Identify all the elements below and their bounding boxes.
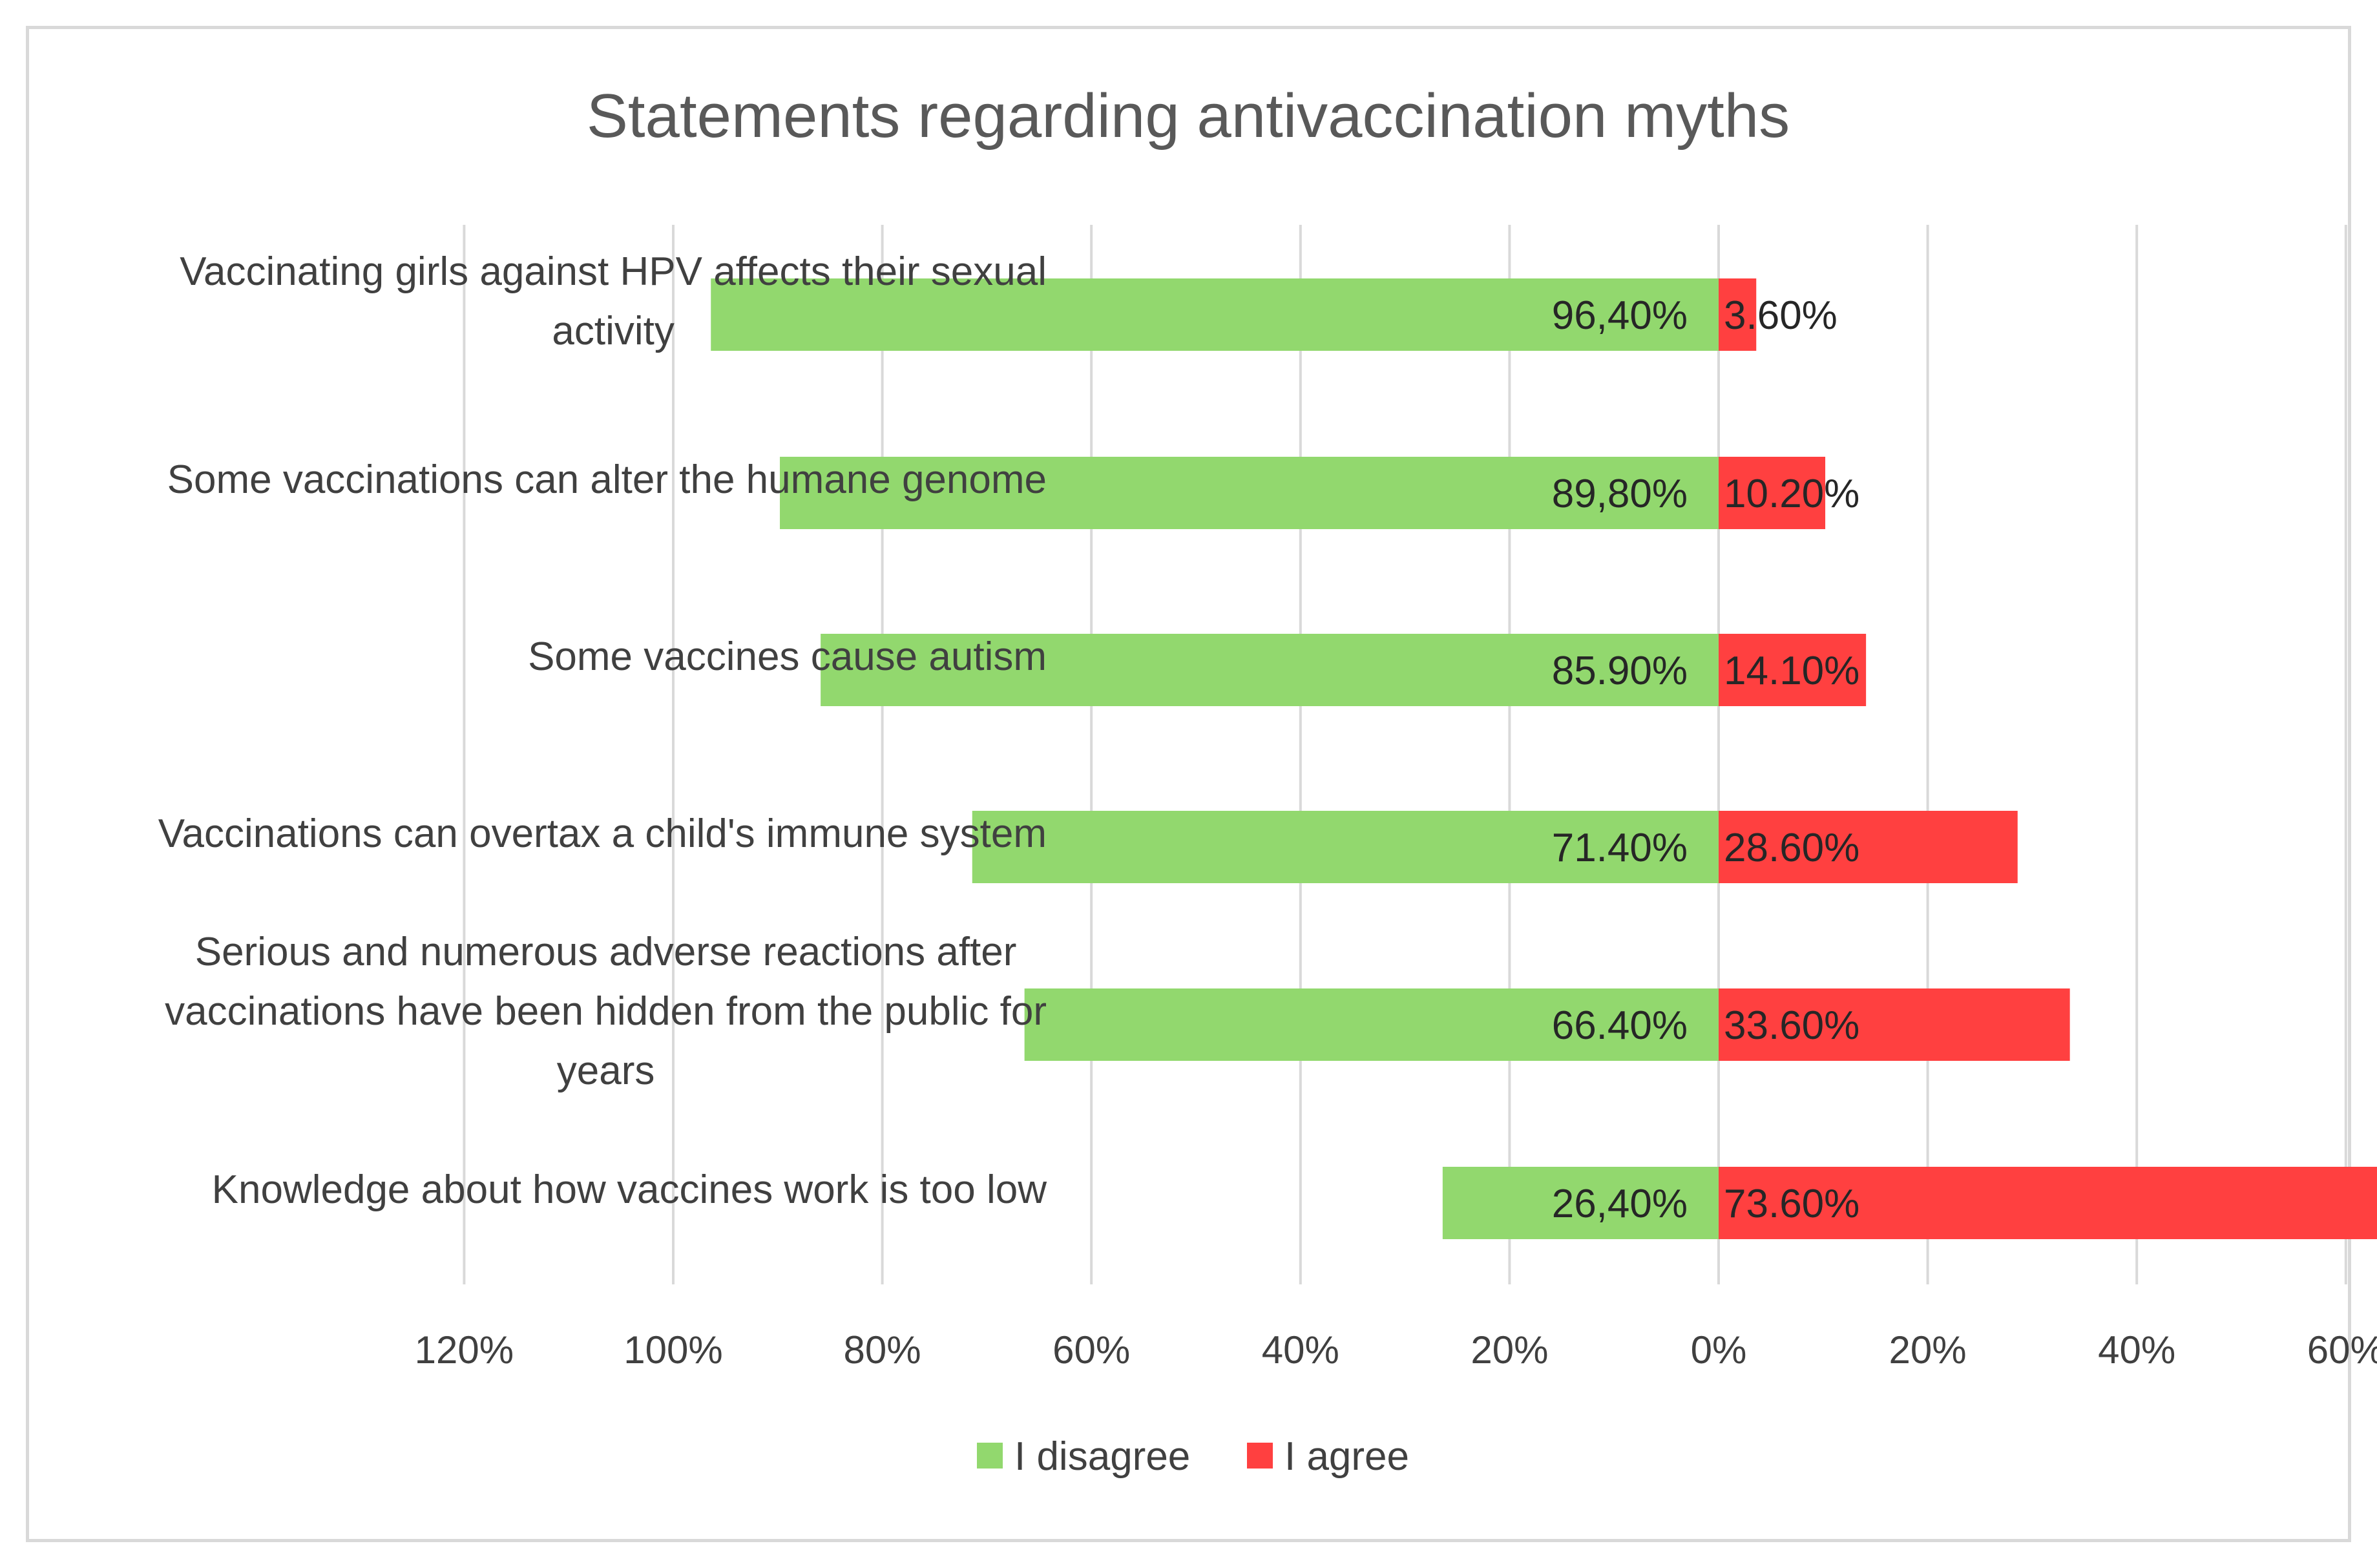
category-label: Vaccinations can overtax a child's immun… [158,811,1047,856]
data-label-agree: 28.60% [1724,826,1859,870]
legend-label: I agree [1284,1434,1409,1479]
x-tick-label: 40% [2098,1328,2175,1372]
x-tick-label: 0% [1691,1328,1747,1372]
data-label-agree: 14.10% [1724,649,1859,693]
category-label: Some vaccinations can alter the humane g… [167,457,1047,502]
category-label: Knowledge about how vaccines work is too… [212,1167,1047,1212]
bar-agree [1719,278,1757,351]
bar-agree [1719,457,1826,529]
data-labels: 96,40% 89,80% 85.90% 71.40% 66.40% 26,40% 3.60… [1552,293,1860,1226]
data-label-agree: 73.60% [1724,1182,1859,1226]
legend: I disagree I agree [977,1434,1409,1479]
grid-lines [463,225,2347,1284]
category-label: Vaccinating girls against HPV affects th… [180,249,1047,353]
bar-disagree [821,634,1719,706]
data-label-disagree: 71.40% [1552,826,1688,870]
legend-label: I disagree [1014,1434,1190,1479]
bar-agree [1719,1167,2377,1239]
bar-agree [1719,988,2070,1061]
bar-disagree [972,811,1719,883]
x-axis-tick-labels: 120%100%80%60%40%20%0%20%40%60%80%100% [415,1328,2377,1372]
data-label-agree: 3.60% [1724,293,1838,338]
data-label-disagree: 85.90% [1552,649,1688,693]
data-label-agree: 33.60% [1724,1003,1859,1048]
x-tick-label: 60% [1052,1328,1130,1372]
bar-disagree [780,457,1719,529]
category-label: Some vaccines cause autism [528,634,1047,679]
chart-title: Statements regarding antivaccination myt… [587,81,1790,151]
x-tick-label: 40% [1262,1328,1339,1372]
x-tick-label: 20% [1889,1328,1967,1372]
legend-swatch [977,1443,1003,1469]
legend-swatch [1247,1443,1273,1469]
data-label-disagree: 96,40% [1552,293,1688,338]
x-tick-label: 120% [415,1328,514,1372]
bar-disagree [1024,988,1719,1061]
category-labels: Vaccinating girls against HPV affects th… [158,249,1047,1212]
data-label-disagree: 89,80% [1552,472,1688,516]
x-tick-label: 60% [2307,1328,2377,1372]
bar-disagree [711,278,1719,351]
bar-agree [1719,811,2018,883]
x-tick-label: 100% [623,1328,722,1372]
data-label-disagree: 66.40% [1552,1003,1688,1048]
category-label: Serious and numerous adverse reactions a… [165,930,1047,1093]
bar-agree [1719,634,1867,706]
bars [711,278,2377,1239]
x-tick-label: 80% [844,1328,921,1372]
data-label-disagree: 26,40% [1552,1182,1688,1226]
bar-disagree [1442,1167,1719,1239]
data-label-agree: 10.20% [1724,472,1859,516]
x-tick-label: 20% [1471,1328,1548,1372]
